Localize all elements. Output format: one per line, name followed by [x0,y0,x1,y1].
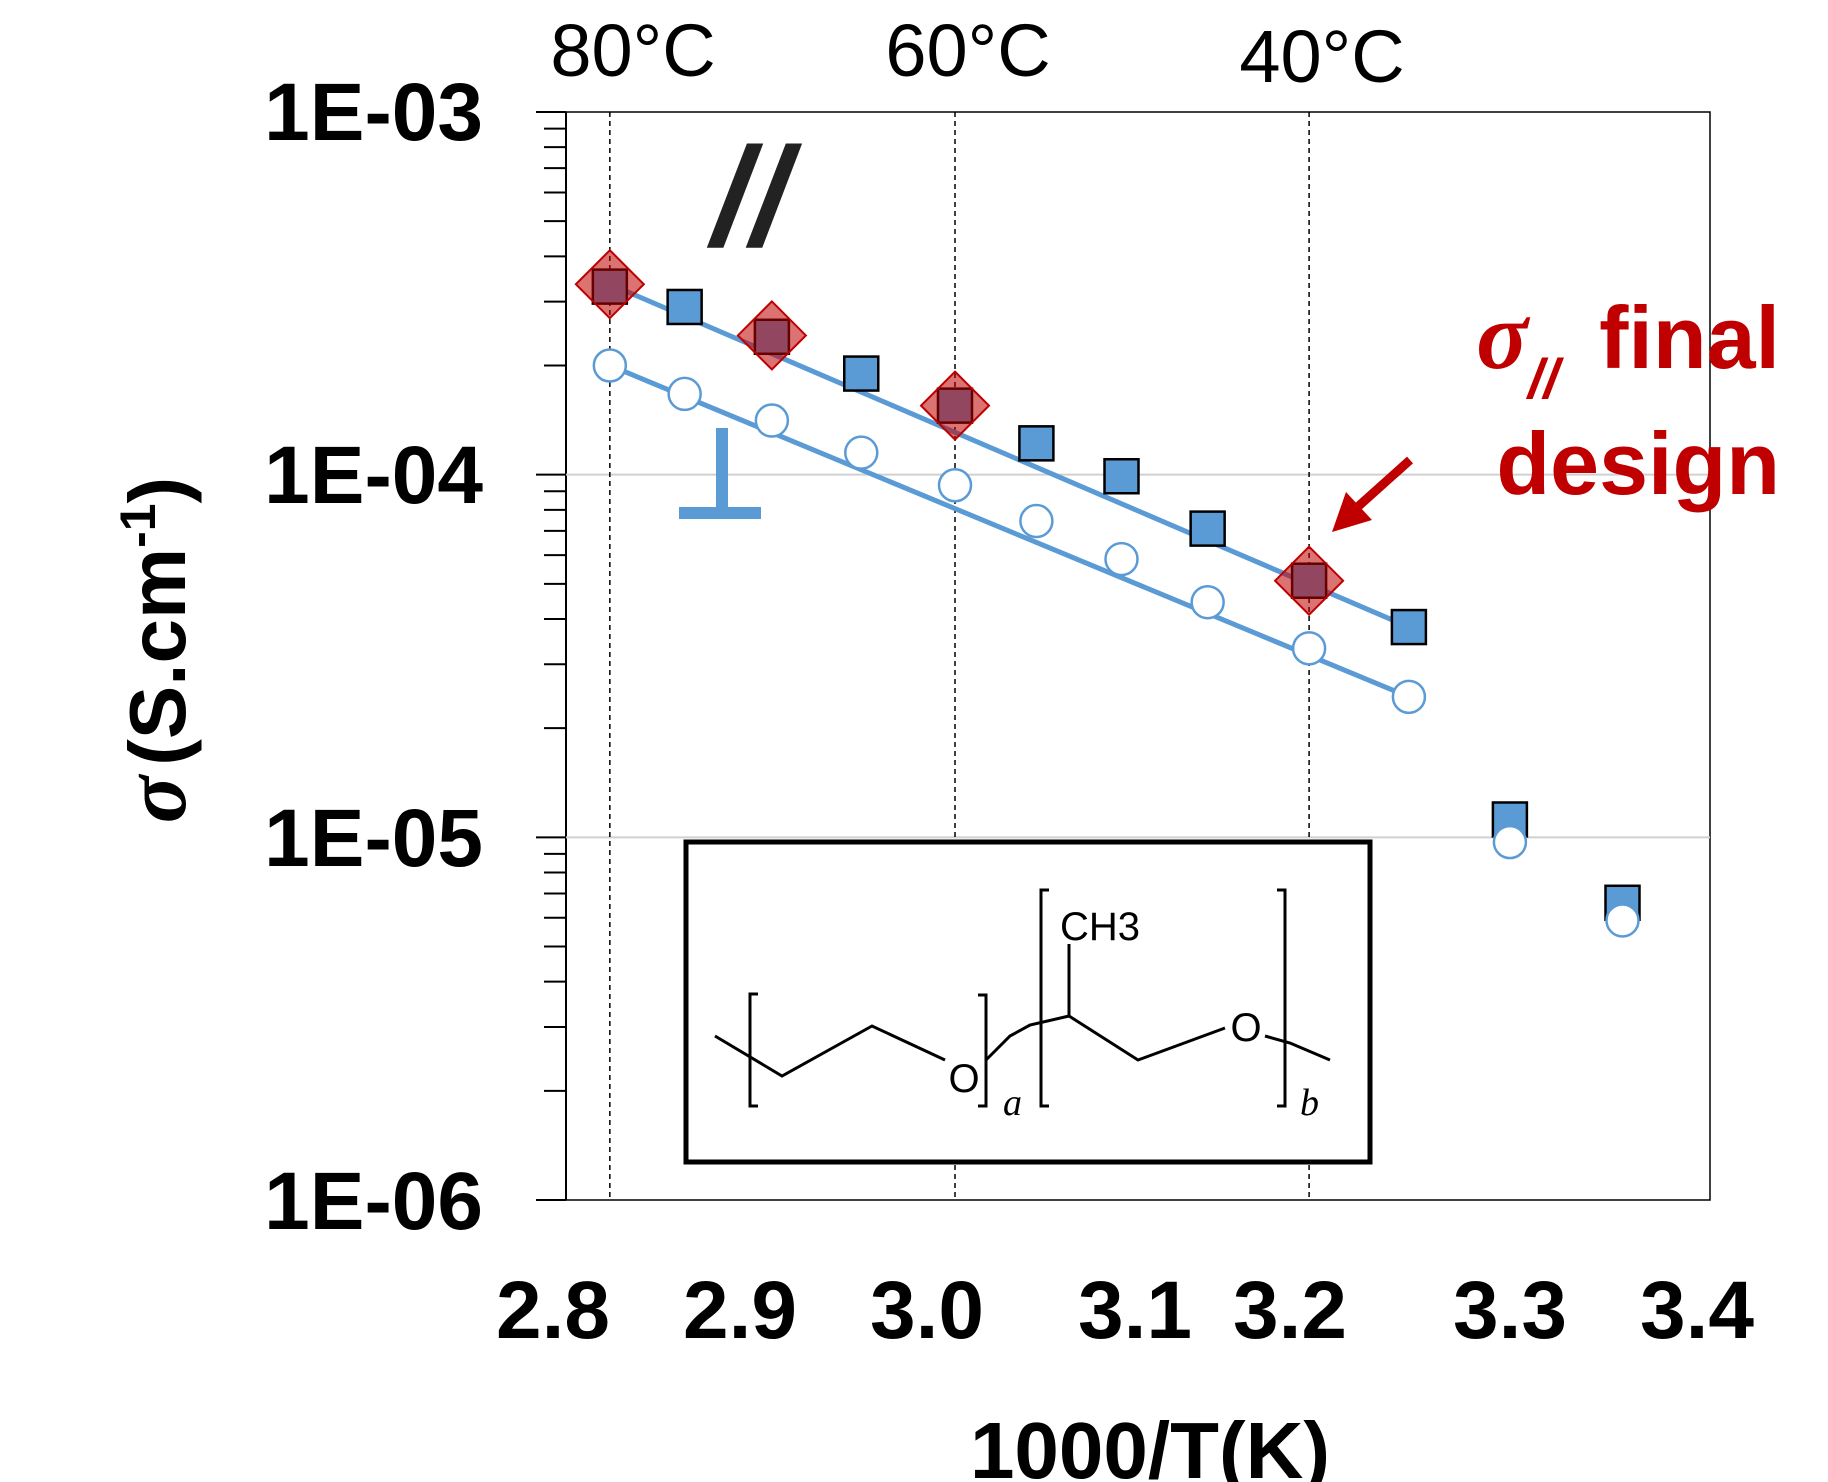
square-point [843,355,880,392]
circle-point [592,348,628,383]
data-markers [574,248,1641,938]
fit-line [608,363,1410,700]
x-axis-title: 1000/T(K) [970,1406,1330,1482]
square-point [1390,608,1428,646]
subscript-a: a [1003,1082,1022,1124]
circle-point [1291,631,1327,666]
diamond-point [919,370,991,442]
final-design-final: final [1599,288,1780,387]
square-point [1018,425,1055,462]
y-tick-label: 1E-06 [264,1156,483,1247]
circle-point [1391,679,1427,715]
square-point [1103,457,1140,495]
y-axis-superscript: -1 [110,503,166,547]
x-tick-label: 3.1 [1078,1265,1192,1356]
final-design-label-line2: design [1496,414,1780,513]
circle-point [1605,903,1640,938]
oxygen-atom-2: O [1230,1006,1261,1050]
diamond-point [736,300,808,371]
square-point [666,288,703,326]
oxygen-atom-1: O [948,1057,979,1101]
diamond-point [1273,545,1345,617]
temp-label-80: 80°C [550,9,715,92]
parallel-symbol: // [706,118,803,275]
y-axis-ticks [536,111,566,1201]
x-tick-label: 2.8 [496,1265,610,1356]
y-tick-label: 1E-03 [264,67,483,158]
y-axis-close: ) [113,477,202,504]
circle-point [667,376,702,412]
temp-label-60: 60°C [885,9,1050,92]
circle-point [937,468,973,503]
circle-point [1019,503,1054,539]
methyl-group: CH3 [1060,905,1140,949]
final-design-subscript: // [1525,347,1565,410]
annotation-arrow [1332,456,1414,532]
final-design-label-line1: σ// final [1476,282,1780,410]
x-tick-label: 2.9 [683,1265,797,1356]
perpendicular-symbol [679,428,761,519]
subscript-b: b [1300,1082,1319,1124]
x-tick-label: 3.2 [1233,1265,1347,1356]
y-tick-label: 1E-05 [264,793,483,884]
y-axis-units: (S.cm [113,548,202,766]
square-point [1189,510,1226,547]
temp-label-40: 40°C [1239,15,1404,98]
circle-point [1190,584,1225,620]
x-tick-label: 3.4 [1640,1265,1754,1356]
chemical-structure-inset: O O CH3 a b [683,839,1373,1165]
y-axis-title: σ (S.cm-1) [108,477,205,823]
y-axis-sigma: σ [108,773,205,823]
circle-point [754,403,790,438]
y-tick-label: 1E-04 [264,430,483,521]
circle-point [1492,824,1528,860]
x-tick-label: 3.3 [1453,1265,1567,1356]
diamond-point [574,248,646,320]
circle-point [1104,541,1139,577]
x-tick-label: 3.0 [870,1265,984,1356]
final-design-sigma: σ [1476,282,1530,389]
circle-point [844,435,879,470]
